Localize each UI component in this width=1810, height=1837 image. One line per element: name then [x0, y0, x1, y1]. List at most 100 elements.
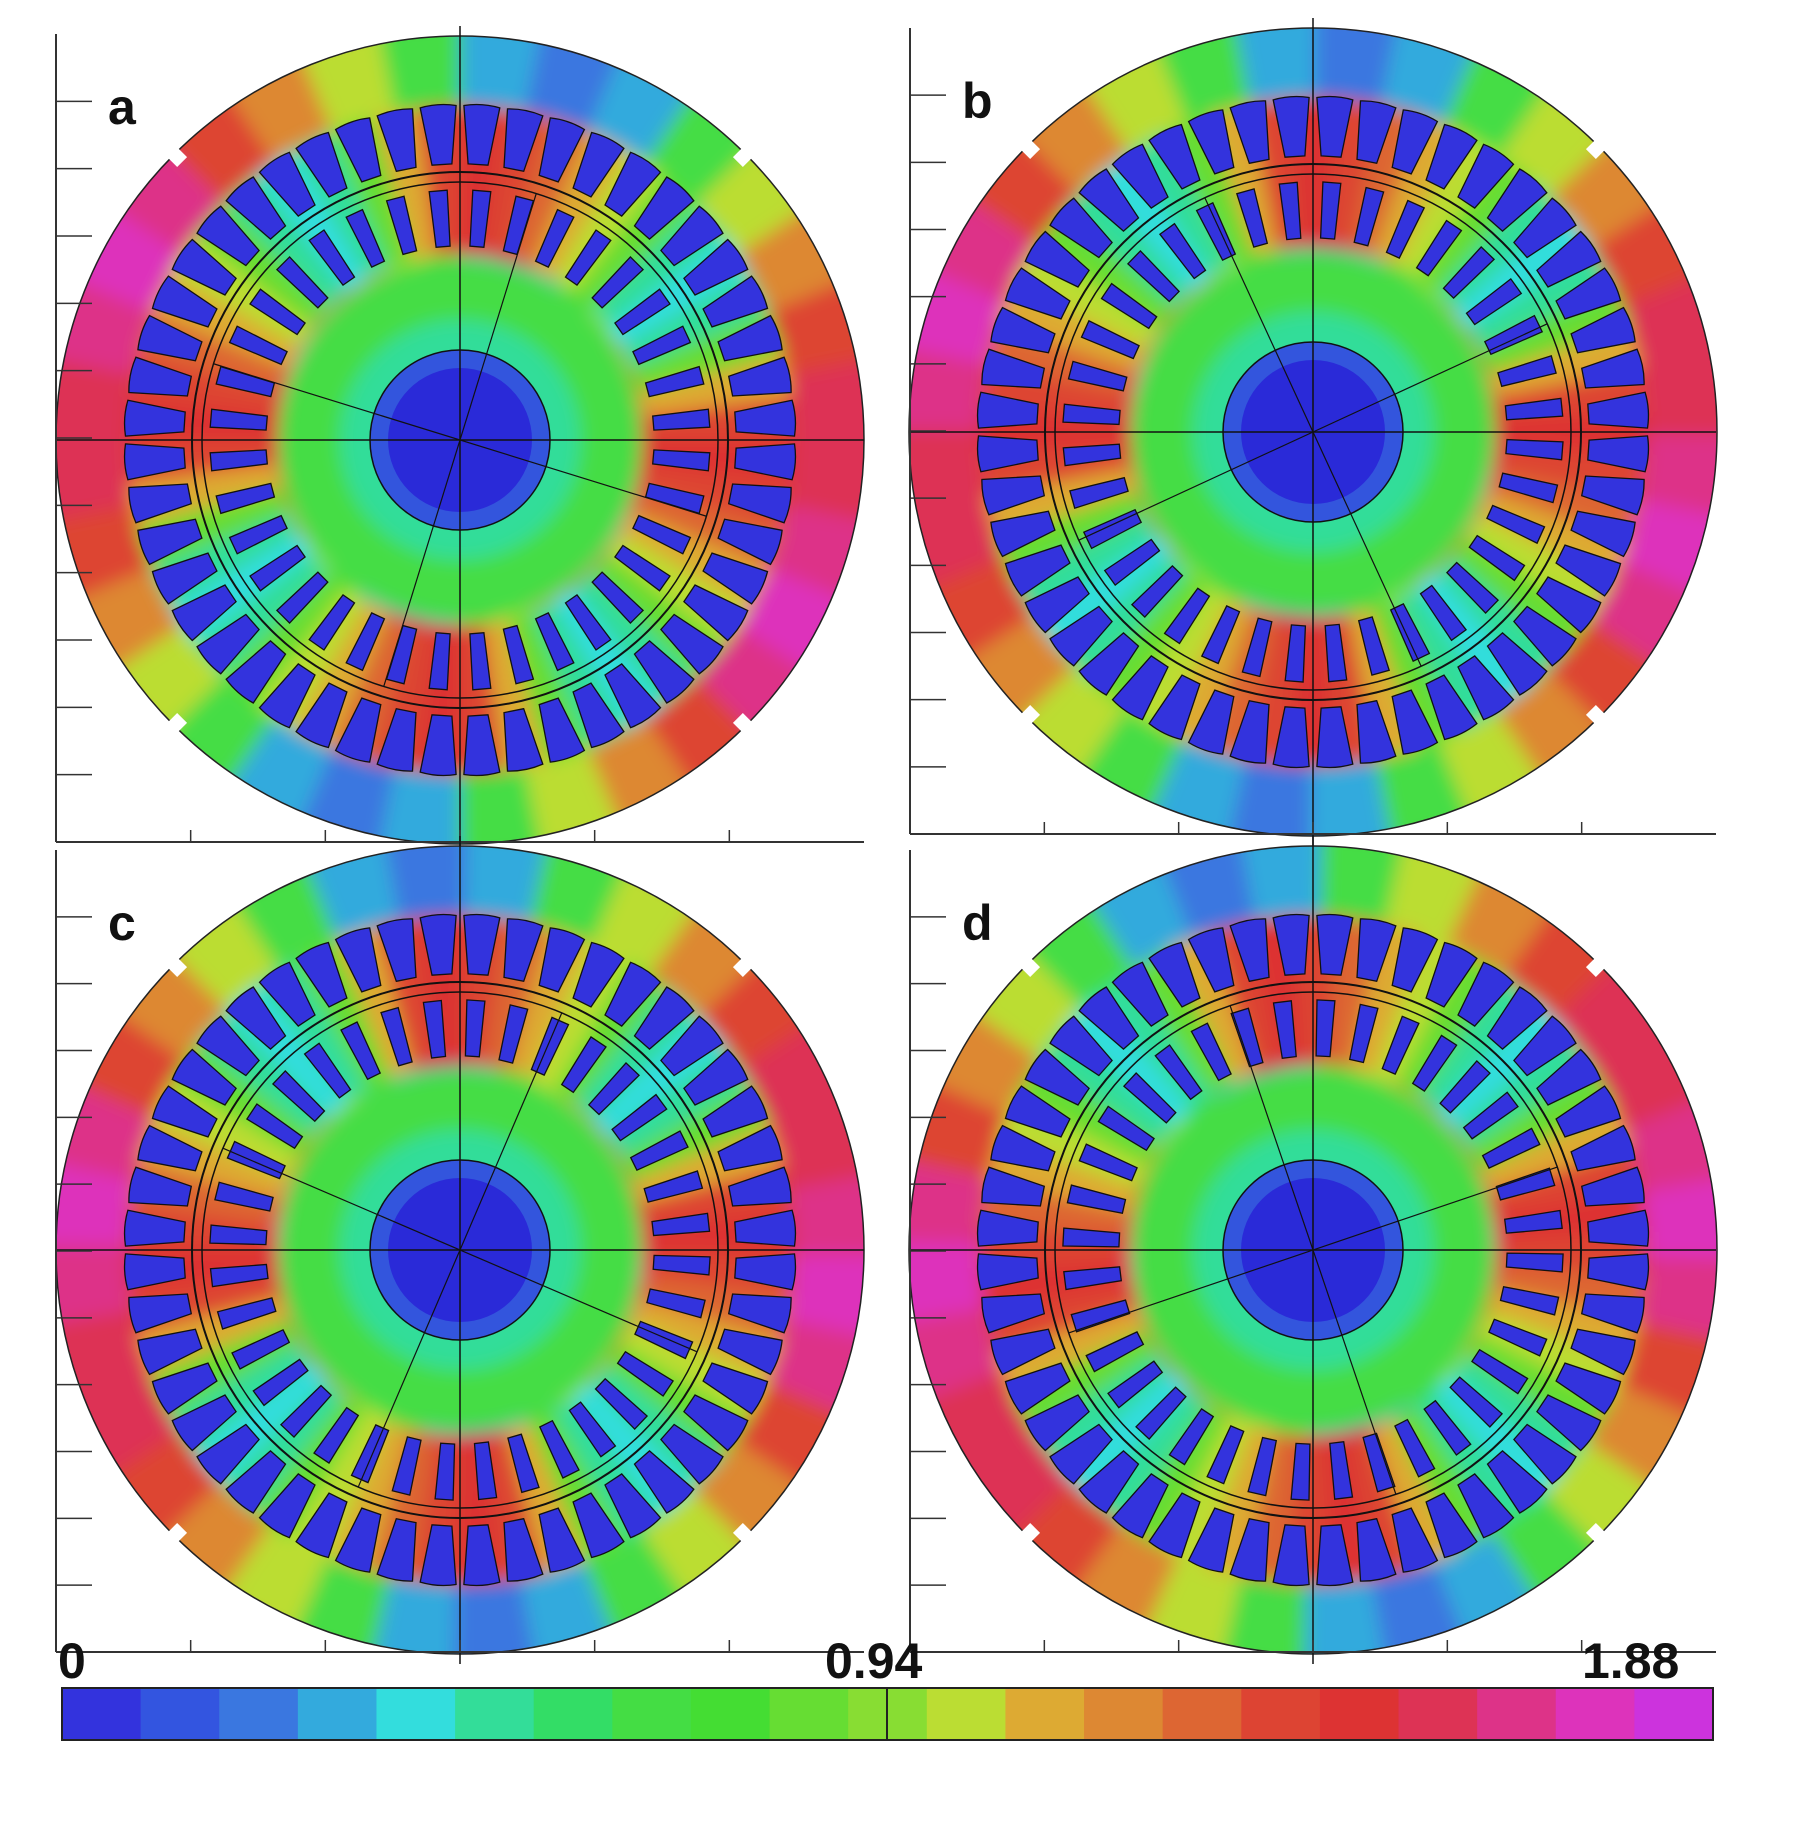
stator-slot — [258, 961, 316, 1027]
stator-slot — [1486, 168, 1548, 232]
stator-slot — [123, 1209, 186, 1247]
colorbar: 0 0.94 1.88 — [58, 1633, 1714, 1741]
rotor-slot — [1385, 199, 1426, 259]
stator-slot — [123, 1253, 186, 1291]
stator-slot — [1049, 605, 1113, 667]
stator-slot — [981, 1166, 1046, 1207]
stator-slot — [538, 117, 586, 183]
stator-slot — [1229, 1517, 1270, 1582]
stator-slot — [1356, 699, 1397, 764]
panel-label: a — [108, 79, 137, 135]
rotor-slot — [568, 1401, 617, 1458]
rotor-slot — [1278, 181, 1302, 241]
stator-slot — [1570, 1328, 1636, 1376]
stator-slot — [334, 117, 382, 183]
stator-slot — [151, 275, 218, 328]
stator-slot — [572, 941, 625, 1008]
stator-slot — [171, 238, 237, 296]
motor-panels: a b c d — [55, 18, 1718, 1664]
stator-notch — [1020, 1522, 1041, 1543]
rotor-pole-line — [1229, 1005, 1397, 1495]
rotor-slot — [214, 1181, 274, 1212]
stator-slot — [717, 1124, 783, 1172]
stator-slot — [295, 1492, 348, 1559]
stator-slot — [151, 1362, 218, 1415]
colorbar-swatch — [297, 1688, 378, 1740]
rotor-slot — [1200, 605, 1241, 665]
rotor-slot — [275, 255, 329, 309]
rotor-slot — [534, 208, 575, 268]
rotor-slot — [591, 255, 645, 309]
stator-slot — [1148, 123, 1201, 190]
stator-notch — [1585, 704, 1606, 725]
rotor-slot — [1381, 1015, 1420, 1075]
stator-slot — [419, 1524, 457, 1587]
stator-slot — [702, 275, 769, 328]
stator-slot — [1486, 986, 1548, 1050]
rotor-slot — [652, 1254, 711, 1276]
stator-slot — [1587, 391, 1650, 429]
colorbar-swatch — [140, 1688, 220, 1740]
stator-slot — [990, 306, 1056, 354]
stator-slot — [171, 584, 237, 642]
stator-slot — [1457, 1473, 1515, 1539]
stator-slot — [463, 1524, 501, 1587]
rotor-slot — [1498, 472, 1559, 504]
rotor-slot — [534, 612, 575, 672]
rotor-slot — [1062, 443, 1122, 467]
stator-slot — [717, 1328, 783, 1376]
rotor-slot — [275, 571, 329, 625]
rotor-slot — [1394, 1418, 1436, 1478]
rotor-slot — [1069, 476, 1129, 510]
stator-slot — [1356, 1517, 1397, 1582]
stator-slot — [258, 151, 316, 217]
rotor-slot — [1315, 999, 1336, 1058]
stator-slot — [604, 1473, 662, 1539]
stator-slot — [128, 1293, 193, 1334]
rotor-slot — [215, 482, 276, 515]
stator-slot — [976, 435, 1039, 473]
rotor-slot — [1085, 1331, 1145, 1373]
colorbar-swatch — [769, 1688, 849, 1740]
stator-slot — [1004, 267, 1071, 320]
rotor-slot — [1495, 1167, 1556, 1201]
stator-slot — [1148, 1492, 1201, 1559]
panel-label: b — [962, 73, 993, 129]
stator-slot — [1580, 1166, 1645, 1207]
stator-slot — [376, 918, 417, 983]
rotor-slot — [1241, 617, 1273, 678]
colorbar-swatch — [62, 1688, 142, 1740]
stator-slot — [702, 1085, 769, 1138]
stator-slot — [1580, 1293, 1645, 1334]
rotor-slot — [1462, 1091, 1519, 1140]
colorbar-swatch — [376, 1688, 456, 1740]
stator-slot — [1580, 475, 1645, 516]
rotor-slot — [380, 1006, 413, 1067]
stator-slot — [225, 1450, 287, 1514]
stator-slot — [137, 314, 203, 362]
stator-notch — [732, 712, 753, 733]
stator-slot — [1024, 1048, 1090, 1106]
stator-slot — [419, 103, 457, 166]
rotor-slot — [1471, 1348, 1529, 1395]
stator-slot — [727, 1166, 792, 1207]
stator-slot — [1486, 632, 1548, 696]
rotor-slot — [1230, 1007, 1264, 1068]
rotor-slot — [1465, 277, 1523, 326]
stator-slot — [572, 682, 625, 749]
rotor-slot — [1100, 282, 1158, 330]
stator-slot — [702, 1362, 769, 1415]
rotor-slot — [651, 1212, 711, 1237]
stator-slot — [1425, 941, 1478, 1008]
stator-slot — [683, 1048, 749, 1106]
rotor-slot — [340, 1021, 382, 1081]
rotor-slot — [1168, 1408, 1215, 1466]
rotor-slot — [249, 544, 306, 592]
stator-slot — [1316, 913, 1354, 976]
rotor-slot — [1062, 403, 1121, 426]
stator-slot — [1587, 1253, 1650, 1291]
stator-slot — [1148, 941, 1201, 1008]
stator-slot — [1187, 689, 1235, 755]
stator-slot — [660, 205, 724, 267]
rotor-slot — [245, 1103, 304, 1150]
